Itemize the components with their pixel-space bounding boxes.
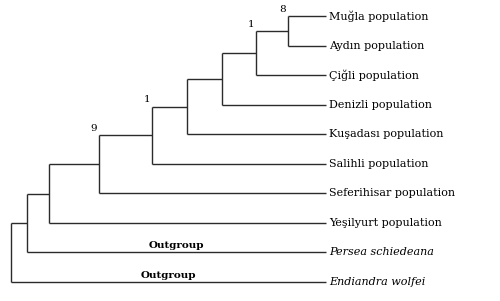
Text: 1: 1 bbox=[144, 95, 151, 104]
Text: Persea schiedeana: Persea schiedeana bbox=[330, 247, 434, 257]
Text: Kuşadası population: Kuşadası population bbox=[330, 129, 444, 139]
Text: Outgroup: Outgroup bbox=[148, 241, 204, 250]
Text: Yeşilyurt population: Yeşilyurt population bbox=[330, 218, 442, 228]
Text: 1: 1 bbox=[248, 20, 254, 29]
Text: Muğla population: Muğla population bbox=[330, 11, 429, 22]
Text: Aydın population: Aydın population bbox=[330, 41, 424, 51]
Text: Çiğli population: Çiğli population bbox=[330, 70, 420, 81]
Text: Denizli population: Denizli population bbox=[330, 100, 432, 110]
Text: Salihli population: Salihli population bbox=[330, 159, 429, 169]
Text: Seferihisar population: Seferihisar population bbox=[330, 188, 456, 198]
Text: Endiandra wolfei: Endiandra wolfei bbox=[330, 277, 426, 287]
Text: 8: 8 bbox=[280, 5, 286, 14]
Text: 9: 9 bbox=[90, 124, 98, 133]
Text: Outgroup: Outgroup bbox=[140, 271, 196, 280]
